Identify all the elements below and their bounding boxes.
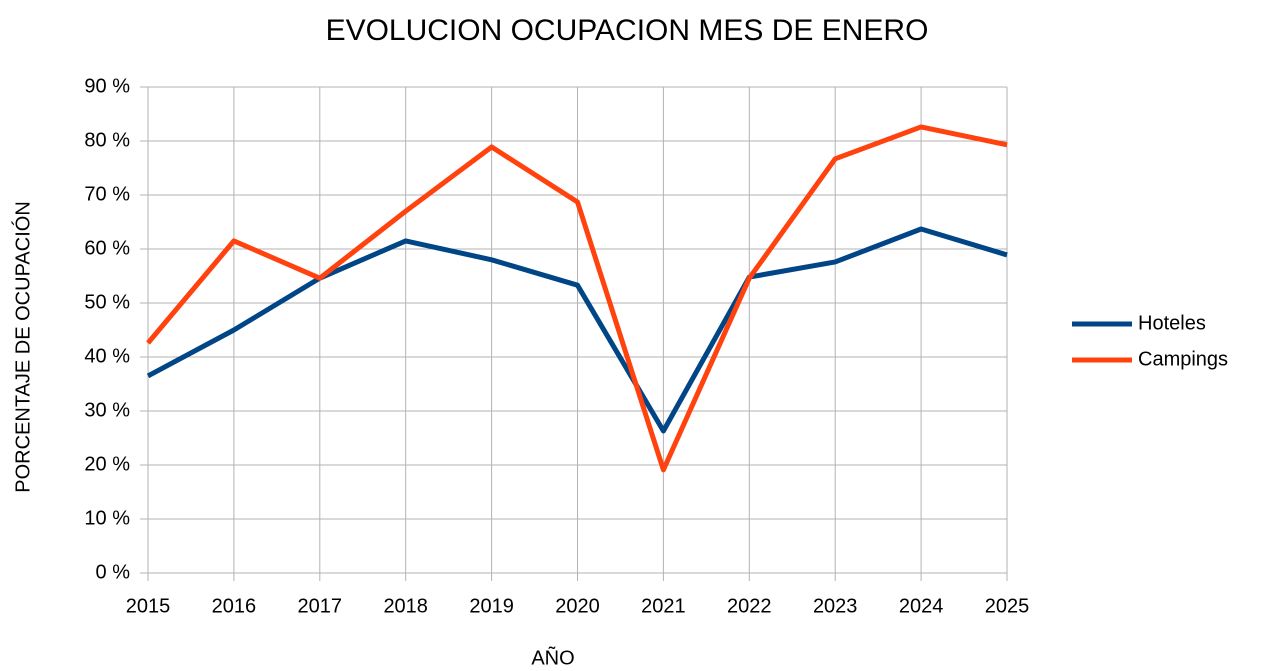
y-axis-title: PORCENTAJE DE OCUPACIÓN — [11, 201, 34, 493]
y-tick-label: 70 % — [84, 183, 130, 205]
y-tick-label: 20 % — [84, 453, 130, 475]
x-tick-label: 2022 — [727, 595, 772, 617]
x-tick-label: 2016 — [212, 595, 257, 617]
x-tick-label: 2020 — [555, 595, 600, 617]
x-tick-label: 2018 — [383, 595, 428, 617]
legend-label: Campings — [1138, 348, 1228, 370]
chart-title: EVOLUCION OCUPACION MES DE ENERO — [326, 14, 929, 47]
x-tick-label: 2017 — [298, 595, 343, 617]
y-tick-label: 90 % — [84, 75, 130, 97]
y-tick-label: 10 % — [84, 507, 130, 529]
y-tick-label: 50 % — [84, 291, 130, 313]
y-tick-label: 0 % — [96, 561, 131, 583]
x-tick-label: 2015 — [126, 595, 171, 617]
line-series — [146, 226, 1008, 434]
x-tick-label: 2024 — [899, 595, 944, 617]
legend-label: Hoteles — [1138, 312, 1206, 334]
line-series — [146, 124, 1008, 473]
y-tick-label: 30 % — [84, 399, 130, 421]
x-axis-title: AÑO — [531, 645, 574, 669]
y-tick-label: 60 % — [84, 237, 130, 259]
x-tick-label: 2019 — [469, 595, 514, 617]
x-tick-label: 2021 — [641, 595, 686, 617]
y-tick-label: 80 % — [84, 129, 130, 151]
x-tick-label: 2023 — [813, 595, 858, 617]
y-tick-label: 40 % — [84, 345, 130, 367]
x-tick-label: 2025 — [985, 595, 1030, 617]
